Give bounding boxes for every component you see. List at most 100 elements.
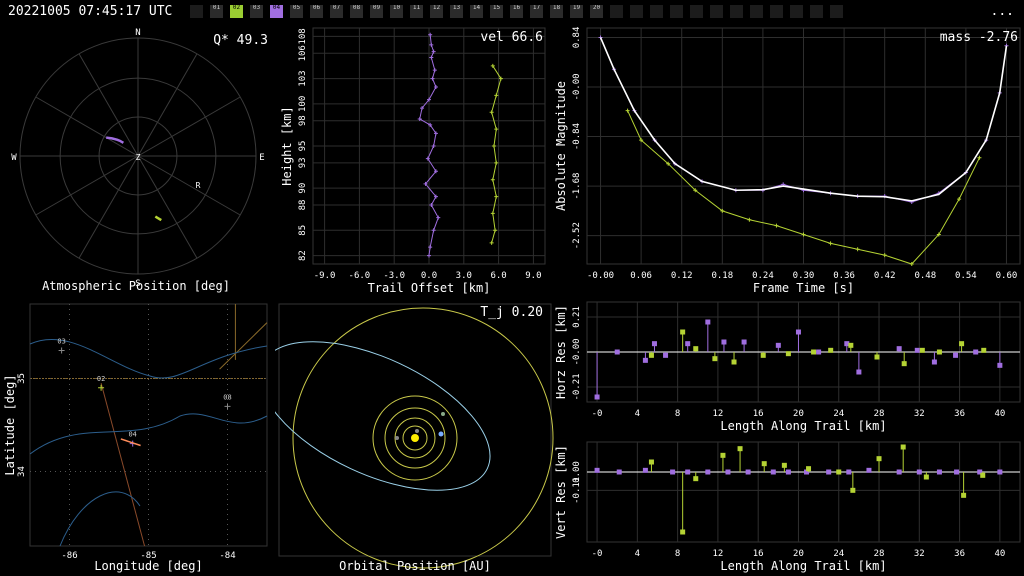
polar-spoke bbox=[137, 155, 198, 259]
polar-spoke bbox=[78, 155, 139, 259]
series-point-02 bbox=[489, 240, 494, 245]
station-slot-22[interactable] bbox=[630, 5, 643, 18]
residual-point-04 bbox=[741, 339, 747, 345]
x-tick-label: 28 bbox=[874, 409, 885, 419]
residual-point-02 bbox=[648, 352, 654, 358]
series-point-02 bbox=[882, 253, 887, 258]
station-08[interactable]: 08 bbox=[350, 5, 363, 18]
residual-point-02 bbox=[900, 444, 906, 450]
station-01[interactable]: 01 bbox=[210, 5, 223, 18]
station-18[interactable]: 18 bbox=[550, 5, 563, 18]
station-slot-0[interactable] bbox=[190, 5, 203, 18]
series-point-02 bbox=[494, 93, 499, 98]
station-slot-31[interactable] bbox=[810, 5, 823, 18]
series-point-04 bbox=[436, 215, 441, 220]
station-slot-25[interactable] bbox=[690, 5, 703, 18]
x-axis-label: Length Along Trail [km] bbox=[720, 419, 886, 433]
station-04[interactable]: 04 bbox=[270, 5, 283, 18]
residual-point-04 bbox=[953, 352, 959, 358]
station-11[interactable]: 11 bbox=[410, 5, 423, 18]
station-03[interactable]: 03 bbox=[250, 5, 263, 18]
residual-point-02 bbox=[811, 349, 817, 355]
series-point-04 bbox=[431, 49, 436, 54]
residual-point-02 bbox=[919, 347, 925, 353]
station-slot-23[interactable] bbox=[650, 5, 663, 18]
x-axis-label: Length Along Trail [km] bbox=[720, 559, 886, 573]
station-14[interactable]: 14 bbox=[470, 5, 483, 18]
residual-point-02 bbox=[680, 329, 686, 335]
polar-spoke bbox=[35, 96, 139, 157]
station-02[interactable]: 02 bbox=[230, 5, 243, 18]
y-tick-label: -2.52 bbox=[572, 222, 582, 249]
series-point-02 bbox=[493, 228, 498, 233]
horz-res-chart: -0 4 8 12 16 20 24 28 32 36 40 0.21 -0.00 -0.21 Length… bbox=[555, 301, 1021, 433]
zenith-mark: Z bbox=[136, 153, 141, 162]
chart-title: Q* 49.3 bbox=[213, 33, 268, 48]
station-slot-28[interactable] bbox=[750, 5, 763, 18]
residual-point-04 bbox=[725, 469, 731, 475]
station-09[interactable]: 09 bbox=[370, 5, 383, 18]
residual-point-04 bbox=[685, 469, 691, 475]
x-tick-label: 12 bbox=[712, 549, 723, 559]
menu-button[interactable]: ... bbox=[990, 4, 1014, 19]
station-20[interactable]: 20 bbox=[590, 5, 603, 18]
y-axis-label: Absolute Magnitude bbox=[555, 81, 568, 211]
station-slot-27[interactable] bbox=[730, 5, 743, 18]
station-slot-29[interactable] bbox=[770, 5, 783, 18]
station-12[interactable]: 12 bbox=[430, 5, 443, 18]
residual-point-04 bbox=[770, 469, 776, 475]
series-point-02 bbox=[747, 217, 752, 222]
residual-point-04 bbox=[721, 339, 727, 345]
residual-point-04 bbox=[997, 469, 1003, 475]
meteoroid-orbit bbox=[275, 341, 491, 491]
station-07[interactable]: 07 bbox=[330, 5, 343, 18]
station-17[interactable]: 17 bbox=[530, 5, 543, 18]
direction-label: N bbox=[135, 28, 140, 38]
residual-point-04 bbox=[745, 469, 751, 475]
station-slot-30[interactable] bbox=[790, 5, 803, 18]
station-slot-21[interactable] bbox=[610, 5, 623, 18]
residual-point-04 bbox=[804, 469, 810, 475]
series-point-02 bbox=[490, 177, 495, 182]
station-slot-32[interactable] bbox=[830, 5, 843, 18]
series-line-02 bbox=[491, 65, 502, 244]
station-slot-26[interactable] bbox=[710, 5, 723, 18]
series-line-fit bbox=[599, 37, 1008, 202]
station-06[interactable]: 06 bbox=[310, 5, 323, 18]
residual-point-04 bbox=[896, 469, 902, 475]
y-axis-label: Height [km] bbox=[280, 106, 294, 185]
station-marker bbox=[98, 384, 105, 391]
x-tick-label: 0.48 bbox=[914, 271, 936, 281]
station-19[interactable]: 19 bbox=[570, 5, 583, 18]
direction-label: W bbox=[11, 153, 17, 163]
station-05[interactable]: 05 bbox=[290, 5, 303, 18]
direction-label: S bbox=[135, 279, 140, 289]
station-slot-24[interactable] bbox=[670, 5, 683, 18]
series-point-04 bbox=[417, 117, 422, 122]
residual-point-02 bbox=[901, 361, 907, 367]
station-13[interactable]: 13 bbox=[450, 5, 463, 18]
residual-point-04 bbox=[973, 349, 979, 355]
height-chart: -9.0 -6.0 -3.0 0.0 3.0 6.0 9.0 82 85 88 90 93 95 98 10… bbox=[280, 27, 546, 295]
earth-marker bbox=[438, 431, 444, 437]
station-label: 02 bbox=[97, 375, 105, 383]
planet-orbit bbox=[402, 425, 428, 451]
residual-point-04 bbox=[651, 341, 657, 347]
series-point-02 bbox=[666, 161, 671, 166]
x-tick-label: 20 bbox=[793, 549, 804, 559]
station-15[interactable]: 15 bbox=[490, 5, 503, 18]
residual-point-02 bbox=[850, 487, 856, 493]
planet-marker bbox=[415, 429, 419, 433]
x-tick-label: -3.0 bbox=[383, 271, 405, 281]
x-axis-label: Trail Offset [km] bbox=[368, 281, 491, 295]
y-tick-label: 100 bbox=[298, 96, 308, 112]
residual-point-04 bbox=[642, 357, 648, 363]
station-16[interactable]: 16 bbox=[510, 5, 523, 18]
residual-point-04 bbox=[846, 469, 852, 475]
station-10[interactable]: 10 bbox=[390, 5, 403, 18]
series-point-02 bbox=[494, 127, 499, 132]
residual-point-04 bbox=[977, 469, 983, 475]
chart-title: vel 66.6 bbox=[480, 30, 543, 45]
ground-track bbox=[120, 438, 141, 447]
x-tick-label: -6.0 bbox=[349, 271, 371, 281]
